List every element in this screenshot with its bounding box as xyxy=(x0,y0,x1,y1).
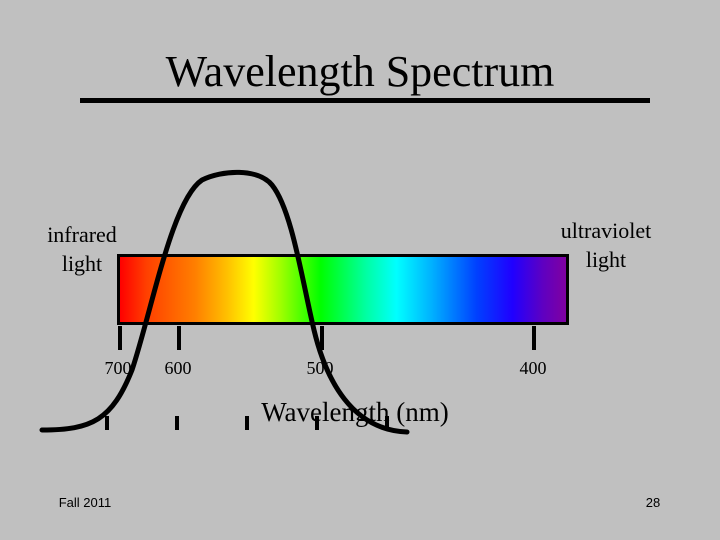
sensitivity-curve xyxy=(39,169,410,435)
footer-date: Fall 2011 xyxy=(58,495,112,510)
infrared-label-line2: light xyxy=(61,251,103,276)
infrared-label-line1: infrared xyxy=(47,222,117,247)
slide-number: 28 xyxy=(645,495,661,510)
tick-label-400: 400 xyxy=(519,358,547,378)
tick-label-600: 600 xyxy=(164,358,192,378)
color-spectrum-bar xyxy=(117,254,569,325)
ultraviolet-label-line1: ultraviolet xyxy=(560,218,652,243)
tick-label-700: 700 xyxy=(104,358,132,378)
ultraviolet-label-line2: light xyxy=(585,247,627,272)
infrared-light-label: infrared light xyxy=(30,220,134,278)
slide-title: Wavelength Spectrum xyxy=(165,47,555,96)
title-underline xyxy=(80,98,650,103)
ultraviolet-light-label: ultraviolet light xyxy=(548,216,664,274)
